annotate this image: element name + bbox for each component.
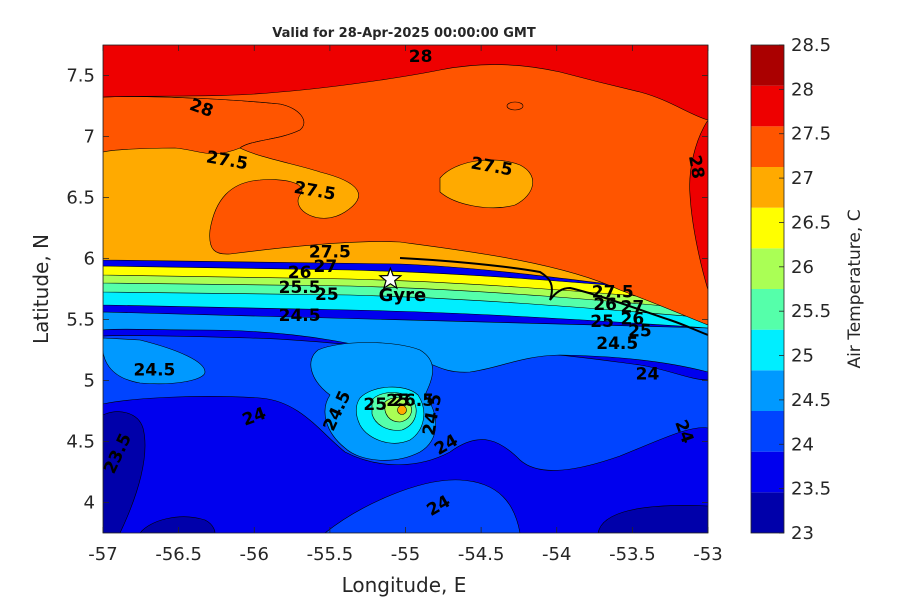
x-tick-label: -53.5: [609, 544, 656, 565]
colorbar-swatch: [751, 370, 784, 411]
y-tick-label: 6.5: [66, 188, 95, 209]
contour-label: 25: [590, 312, 614, 332]
contour-label: 24.5: [133, 361, 175, 381]
band-23-23.5-sw: [103, 411, 146, 533]
colorbar-frame: [750, 44, 785, 534]
y-tick-label: 6: [84, 249, 95, 270]
colorbar-swatch: [751, 207, 784, 249]
x-tick-label: -57: [88, 544, 117, 565]
contour-map: [103, 45, 708, 533]
contour-label: 26: [288, 263, 312, 283]
colorbar-tick-label: 26.5: [791, 212, 831, 233]
band-27-27.5-east-blob: [439, 159, 534, 209]
y-tick-label: 5.5: [66, 310, 95, 331]
contour-label: 24.5: [279, 306, 321, 326]
band-27.5-islet: [506, 101, 524, 111]
colorbar-tick-label: 27: [791, 168, 814, 189]
colorbar-swatch: [751, 329, 784, 371]
colorbar-tick-label: 28.5: [791, 35, 831, 56]
colorbar-tick-label: 27.5: [791, 124, 831, 145]
contour-label: 26: [593, 295, 617, 315]
colorbar-swatch: [751, 248, 784, 289]
colorbar-swatch: [751, 45, 784, 86]
gyre-marker: Gyre: [378, 266, 427, 306]
colorbar-swatch: [751, 411, 784, 452]
band-23-23.5-s: [139, 516, 216, 533]
band-24-24.5-south: [324, 479, 521, 533]
contour-label: 25: [628, 322, 652, 342]
y-axis-label: Latitude, N: [29, 234, 53, 344]
colorbar-tick-label: 23.5: [791, 479, 831, 500]
x-tick-label: -54: [542, 544, 571, 565]
colorbar-swatch: [751, 451, 784, 493]
star-icon: [378, 266, 403, 290]
contour-label: 25.5: [279, 278, 321, 298]
colorbar-swatch: [751, 289, 784, 330]
x-axis-label: Longitude, E: [342, 573, 467, 597]
colorbar-tick-label: 24.5: [791, 390, 831, 411]
colorbar: 23 23.5 24 24.5 25 25.5 26 26.5 27 27.5 28 28.5: [750, 35, 831, 544]
colorbar-swatch: [751, 126, 784, 167]
colorbar-swatch: [751, 85, 784, 127]
contour-label: 25: [315, 285, 339, 305]
colorbar-label: Air Temperature, C: [845, 209, 865, 368]
x-tick-label: -56: [240, 544, 269, 565]
band-27-center: [397, 405, 407, 415]
contour-label: 26.5: [392, 391, 434, 411]
y-tick-label: 4.5: [66, 432, 95, 453]
y-tick-label: 4: [84, 493, 95, 514]
contour-label: 24.5: [596, 334, 638, 354]
contour-label: 24: [636, 364, 660, 384]
y-tick-label: 5: [84, 371, 95, 392]
colorbar-tick-label: 26: [791, 257, 814, 278]
figure-title: Valid for 28-Apr-2025 00:00:00 GMT: [272, 26, 536, 41]
contour-label: 27.5: [309, 242, 351, 262]
colorbar-tick-label: 23: [791, 523, 814, 544]
contour-label: 26: [621, 310, 645, 330]
band-28-east-edge: [689, 119, 708, 291]
contour-label: 25: [386, 391, 410, 411]
contour-label: 28: [684, 154, 708, 181]
x-tick-label: -54.5: [458, 544, 505, 565]
band-26.5-27: [103, 265, 708, 303]
x-tick-label: -55.5: [307, 544, 354, 565]
contour-label: 25: [363, 395, 387, 415]
x-tick-label: -55: [391, 544, 420, 565]
colorbar-swatch: [751, 492, 784, 533]
marker-label: Gyre: [379, 285, 427, 306]
y-tick-label: 7: [84, 127, 95, 148]
colorbar-tick-label: 25.5: [791, 301, 831, 322]
x-tick-label: -53: [693, 544, 722, 565]
y-tick-label: 7.5: [66, 66, 95, 87]
axis-ticks: -57 -56.5 -56 -55.5 -55 -54.5 -54 -53.5 -53 4 4.5 5…: [66, 45, 723, 565]
contour-label: 27.5: [592, 283, 634, 303]
colorbar-swatch: [751, 167, 784, 208]
colorbar-tick-label: 25: [791, 346, 814, 367]
coastline: [399, 257, 708, 336]
band-24.5-25-west: [103, 337, 206, 385]
band-27.5-28-main: [103, 45, 708, 326]
band-28-28.5: [103, 45, 708, 121]
x-tick-label: -56.5: [155, 544, 202, 565]
contour-label: 27: [621, 297, 645, 317]
contour-label: 27: [314, 257, 338, 277]
contour-label: 28: [409, 47, 433, 67]
colorbar-tick-label: 24: [791, 434, 814, 455]
colorbar-tick-label: 28: [791, 79, 814, 100]
